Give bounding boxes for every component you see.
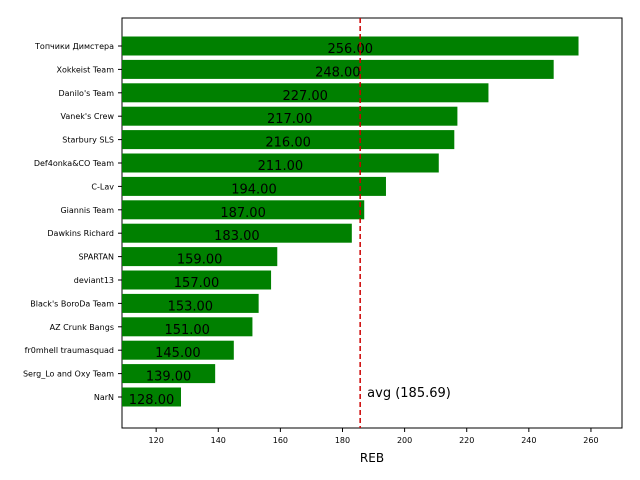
category-label: SPARTAN — [78, 253, 114, 262]
x-tick-label: 180 — [335, 436, 350, 445]
data-label: 145.00 — [155, 346, 201, 361]
bar — [122, 317, 253, 337]
bar — [122, 130, 455, 150]
bar — [122, 36, 579, 56]
bar — [122, 223, 352, 243]
data-label: 216.00 — [265, 136, 311, 151]
category-label: Black's BoroDa Team — [30, 299, 114, 308]
data-label: 139.00 — [146, 370, 192, 385]
data-label: 217.00 — [267, 112, 313, 127]
bar — [122, 270, 272, 290]
category-label: deviant13 — [74, 276, 114, 285]
data-label: 157.00 — [174, 276, 220, 291]
data-labels-group: 256.00 248.00 227.00 217.00 216.00 211.00 194.… — [129, 42, 373, 408]
data-label: 256.00 — [328, 42, 374, 57]
category-label: Def4onka&CO Team — [34, 159, 114, 168]
category-label: NarN — [94, 393, 114, 402]
category-label: Топчики Димстера — [34, 42, 114, 51]
bar — [122, 59, 554, 79]
data-label: 128.00 — [129, 393, 175, 408]
x-tick-label: 160 — [273, 436, 288, 445]
average-label: avg (185.69) — [367, 386, 451, 401]
bar — [122, 340, 234, 360]
x-tick-label: 220 — [459, 436, 474, 445]
category-label: AZ Crunk Bangs — [50, 323, 114, 332]
category-label: C-Lav — [91, 182, 114, 191]
x-tick-label: 260 — [583, 436, 598, 445]
category-label: Danilo's Team — [58, 89, 114, 98]
x-tick-label: 240 — [521, 436, 536, 445]
category-label: Giannis Team — [60, 206, 114, 215]
data-label: 187.00 — [220, 206, 266, 221]
x-ticks-group: 120 140 160 180 200 220 240 260 — [149, 428, 599, 445]
bar — [122, 106, 458, 126]
x-tick-label: 120 — [149, 436, 164, 445]
bar — [122, 293, 259, 313]
category-label: Serg_Lo and Oxy Team — [23, 370, 114, 379]
x-tick-label: 140 — [211, 436, 226, 445]
category-label: Starbury SLS — [62, 136, 114, 145]
data-label: 153.00 — [168, 299, 214, 314]
data-label: 159.00 — [177, 253, 223, 268]
category-labels-group: Топчики Димстера Xokkeist Team Danilo's Te… — [23, 42, 122, 402]
category-label: Xokkeist Team — [57, 65, 115, 74]
category-label: fr0mhell traumasquad — [25, 346, 114, 355]
data-label: 194.00 — [231, 182, 277, 197]
x-axis-label: REB — [360, 451, 384, 465]
x-tick-label: 200 — [397, 436, 412, 445]
data-label: 211.00 — [258, 159, 304, 174]
bar — [122, 176, 386, 196]
data-label: 183.00 — [214, 229, 260, 244]
data-label: 248.00 — [315, 65, 361, 80]
category-label: Vanek's Crew — [61, 112, 115, 121]
bar — [122, 83, 489, 103]
bar — [122, 364, 216, 384]
category-label: Dawkins Richard — [47, 229, 114, 238]
data-label: 227.00 — [282, 89, 328, 104]
data-label: 151.00 — [164, 323, 210, 338]
bar — [122, 247, 278, 267]
bar — [122, 387, 182, 407]
bar — [122, 200, 365, 220]
